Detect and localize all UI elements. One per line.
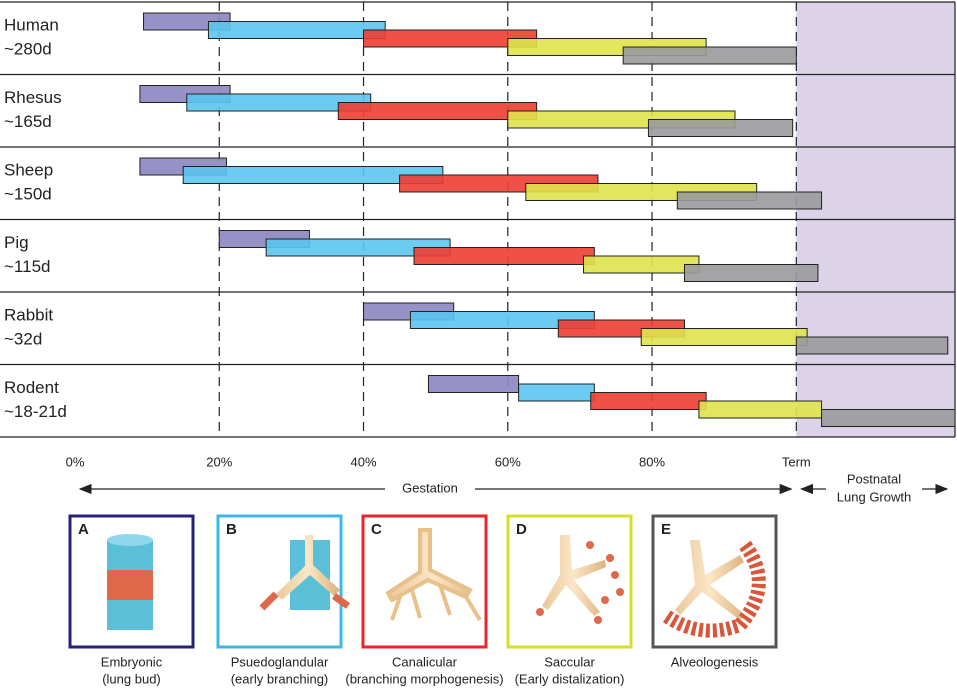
panel-frame [506,514,633,649]
panel-frame [361,514,488,649]
x-tick-label: 60% [495,454,521,469]
stage-name: Canalicular [392,654,458,669]
species-label: Rabbit [4,305,53,324]
stage-subtitle: (lung bud) [102,671,161,686]
stage-bar [413,247,595,265]
alveoli [660,540,766,638]
gestation-bg [385,480,475,498]
panel-letter: A [78,521,89,538]
illustrations [107,528,766,638]
species-label: Pig [4,233,29,252]
stage-bar [640,328,808,346]
stage-subtitle: (branching morphogenesis) [345,671,503,686]
stage-bar [676,191,823,210]
gestation-label: Gestation [402,480,458,495]
duration-label: ~165d [4,112,52,131]
species-label: Rhesus [4,88,62,107]
branch [276,535,340,600]
postnatal-bg [826,472,922,508]
cylinder-top [107,534,153,546]
panel-letter: B [226,521,237,538]
species-label: Rodent [4,378,59,397]
stage-bar [590,392,707,410]
panel-letter: C [371,521,382,538]
stage-bar [207,21,386,39]
stage-name: Alveologenesis [671,654,759,669]
branch [542,535,606,616]
stage-bar [684,264,819,282]
stage-name: Psuedoglandular [231,654,329,669]
duration-label: ~280d [4,39,52,58]
stage-subtitle: (Early distalization) [515,671,625,686]
x-tick-label: 20% [206,454,232,469]
duration-label: ~115d [4,257,50,276]
x-tick-label: 40% [351,454,377,469]
tips [259,591,351,611]
stage-bar [622,46,797,65]
species-label: Sheep [4,160,53,179]
species-label: Human [4,15,59,34]
sacs [536,541,624,624]
panel-letter: E [661,521,671,538]
band [107,570,153,600]
stage-bar [795,336,949,355]
panel-frame [68,514,195,649]
stage-bar [518,383,595,402]
stage-name: Saccular [544,654,595,669]
x-tick-label: 80% [639,454,665,469]
x-tick-label: 0% [66,454,85,469]
branch [385,528,482,622]
stage-bar [698,400,823,419]
x-tick-label: Term [782,454,811,469]
duration-label: ~18-21d [4,402,67,421]
panel-frame [216,514,343,649]
postnatal-label: Lung Growth [837,489,911,504]
stage-bar [583,255,700,274]
panel-letter: D [516,521,527,538]
duration-label: ~150d [4,184,52,203]
stage-bar [821,409,956,427]
stage-bar [647,119,794,137]
branch [675,540,745,620]
stage-bar [427,375,520,393]
panel-frame [651,514,778,649]
stage-name: Embryonic [101,654,163,669]
stage-bar [337,102,538,120]
duration-label: ~32d [4,329,42,348]
stage-subtitle: (early branching) [231,671,329,686]
postnatal-label: Postnatal [847,471,901,486]
